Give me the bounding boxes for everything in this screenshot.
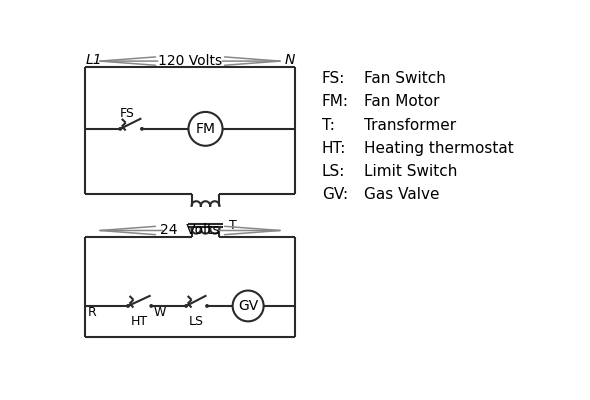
Circle shape bbox=[126, 304, 130, 308]
Text: Heating thermostat: Heating thermostat bbox=[365, 141, 514, 156]
Text: 120 Volts: 120 Volts bbox=[158, 54, 222, 68]
Text: GV:: GV: bbox=[322, 187, 348, 202]
Circle shape bbox=[149, 304, 153, 308]
Text: 24  Volts: 24 Volts bbox=[160, 224, 220, 238]
Circle shape bbox=[184, 304, 188, 308]
Text: Transformer: Transformer bbox=[365, 118, 457, 132]
Text: FS: FS bbox=[119, 107, 135, 120]
Text: LS: LS bbox=[189, 315, 204, 328]
Text: Gas Valve: Gas Valve bbox=[365, 187, 440, 202]
Circle shape bbox=[140, 127, 144, 131]
Text: FM: FM bbox=[195, 122, 215, 136]
Text: N: N bbox=[284, 53, 294, 67]
Text: R: R bbox=[88, 306, 96, 319]
Text: Fan Motor: Fan Motor bbox=[365, 94, 440, 110]
Circle shape bbox=[205, 304, 209, 308]
Text: L1: L1 bbox=[86, 53, 102, 67]
Text: HT:: HT: bbox=[322, 141, 346, 156]
Text: T: T bbox=[229, 218, 237, 232]
Text: W: W bbox=[153, 306, 166, 319]
Text: Fan Switch: Fan Switch bbox=[365, 71, 446, 86]
Circle shape bbox=[119, 127, 122, 131]
Text: T:: T: bbox=[322, 118, 335, 132]
Text: FM:: FM: bbox=[322, 94, 349, 110]
Text: GV: GV bbox=[238, 299, 258, 313]
Text: Limit Switch: Limit Switch bbox=[365, 164, 458, 179]
Text: FS:: FS: bbox=[322, 71, 345, 86]
Text: LS:: LS: bbox=[322, 164, 345, 179]
Text: HT: HT bbox=[131, 315, 148, 328]
